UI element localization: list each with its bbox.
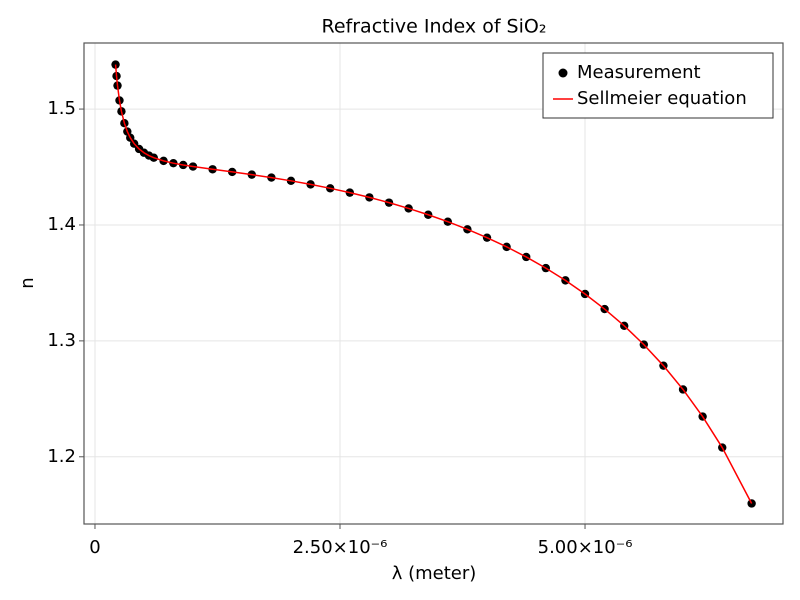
y-tick-label: 1.3 <box>47 330 76 351</box>
data-line <box>114 64 753 504</box>
legend-label: Measurement <box>577 62 701 83</box>
plot-frame <box>83 42 784 525</box>
legend-label: Sellmeier equation <box>577 88 747 109</box>
legend: Measurement Sellmeier equation <box>542 52 774 119</box>
y-tick-label: 1.4 <box>47 214 76 235</box>
legend-symbol <box>558 68 568 78</box>
y-tick-label: 1.2 <box>47 446 76 467</box>
x-tick-label: 0 <box>89 537 100 558</box>
y-tick-label: 1.5 <box>47 98 76 119</box>
x-axis-label: λ (meter) <box>392 563 477 584</box>
x-tick-label: 5.00×10⁻⁶ <box>538 537 633 558</box>
y-axis-label: n <box>17 277 38 288</box>
x-tick-label: 2.50×10⁻⁶ <box>293 537 388 558</box>
data-point <box>111 60 120 69</box>
legend-box <box>542 52 774 119</box>
chart-title: Refractive Index of SiO₂ <box>322 16 547 38</box>
